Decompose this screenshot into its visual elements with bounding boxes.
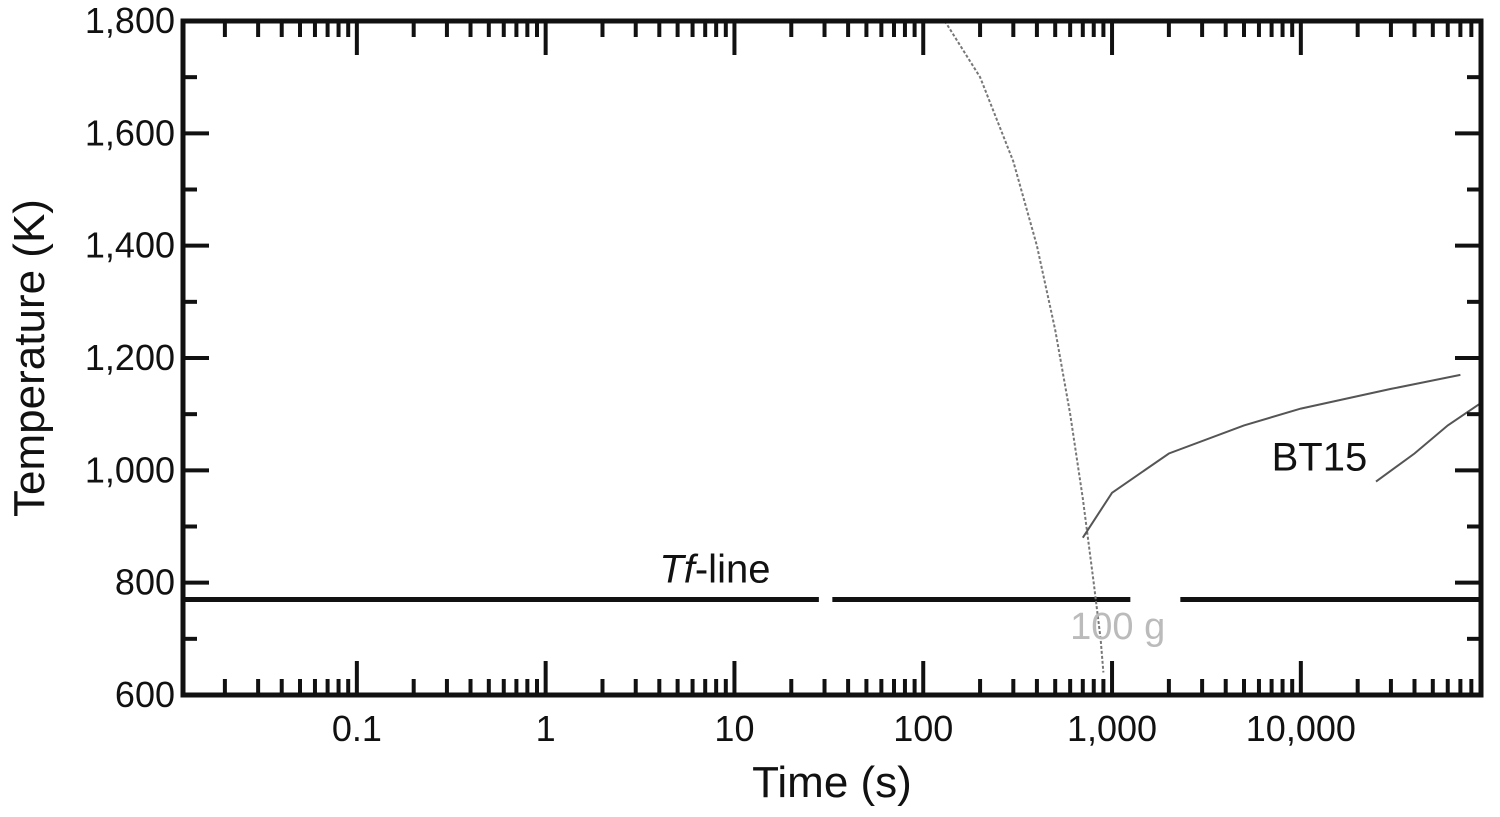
x-tick-label: 100 [893, 708, 953, 749]
series-line-3 [1375, 402, 1482, 483]
x-tick-label: 1 [536, 708, 556, 749]
x-tick-label: 1,000 [1067, 708, 1157, 749]
y-axis-title: Temperature (K) [5, 199, 54, 517]
x-axis-title: Time (s) [752, 758, 912, 807]
y-tick-label: 600 [115, 674, 175, 715]
y-tick-label: 1,000 [85, 449, 175, 490]
plot-frame [180, 18, 1484, 698]
y-tick-label: 1,800 [85, 0, 175, 41]
annotation-1: BT15 [1272, 435, 1368, 479]
x-tick-label: 10,000 [1246, 708, 1356, 749]
annotation-0: Tf-line [659, 548, 770, 592]
y-tick-label: 1,400 [85, 225, 175, 266]
plot-layer: Tf-line BT15 100 g [183, 20, 1482, 673]
series-line-2 [1081, 373, 1461, 539]
series-line-1 [943, 20, 1105, 673]
y-tick-label: 1,200 [85, 337, 175, 378]
x-tick-label: 10 [714, 708, 754, 749]
y-tick-label: 800 [115, 562, 175, 603]
y-tick-label: 1,600 [85, 112, 175, 153]
axis-layer: 600 800 1,000 1,200 1,400 1,600 1,800 0.1 1 10 100… [85, 0, 1484, 749]
annotation-2: 100 g [1070, 606, 1165, 648]
x-tick-label: 0.1 [332, 708, 382, 749]
